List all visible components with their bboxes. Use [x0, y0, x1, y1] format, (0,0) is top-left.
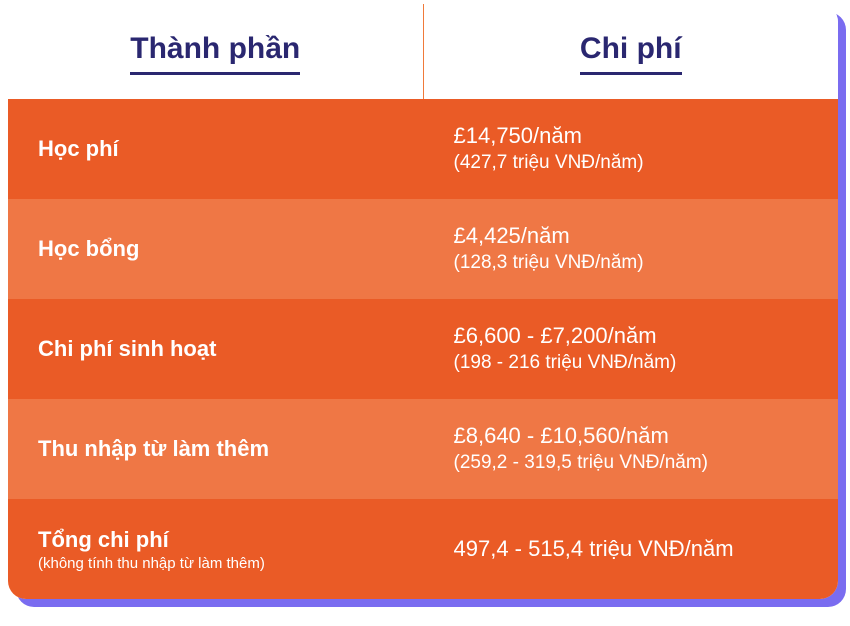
table-row: Học phí £14,750/năm(427,7 triệu VNĐ/năm) [8, 99, 838, 199]
cost-table-card: Thành phần Chi phí Học phí £14,750/năm(42… [8, 4, 838, 599]
table-row: Tổng chi phí (không tính thu nhập từ làm … [8, 499, 838, 599]
table-body: Học phí£14,750/năm(427,7 triệu VNĐ/năm)H… [8, 99, 838, 599]
row-cost-secondary: (259,2 - 319,5 triệu VNĐ/năm) [454, 450, 809, 476]
table-row: Chi phí sinh hoạt £6,600 - £7,200/năm(198… [8, 299, 838, 399]
row-sublabel: (không tính thu nhập từ làm thêm) [38, 555, 393, 572]
row-label-cell: Chi phí sinh hoạt [8, 299, 423, 399]
header-title-component: Thành phần [130, 32, 300, 75]
header-title-cost: Chi phí [580, 32, 682, 75]
row-cost-cell: £14,750/năm(427,7 triệu VNĐ/năm) [423, 99, 839, 199]
row-cost-primary: £14,750/năm [454, 122, 809, 150]
header-cell-component: Thành phần [8, 4, 423, 99]
row-cost-primary: 497,4 - 515,4 triệu VNĐ/năm [454, 535, 809, 563]
row-cost-secondary: (427,7 triệu VNĐ/năm) [454, 150, 809, 176]
row-cost-primary: £6,600 - £7,200/năm [454, 322, 809, 350]
row-label: Học bổng [38, 236, 393, 262]
row-cost-primary: £4,425/năm [454, 222, 809, 250]
row-cost-cell: £4,425/năm(128,3 triệu VNĐ/năm) [423, 199, 839, 299]
row-label: Tổng chi phí [38, 527, 393, 553]
row-cost-cell: £6,600 - £7,200/năm(198 - 216 triệu VNĐ/… [423, 299, 839, 399]
row-cost-cell: 497,4 - 515,4 triệu VNĐ/năm [423, 499, 839, 599]
table-header: Thành phần Chi phí [8, 4, 838, 99]
table-row: Học bổng £4,425/năm(128,3 triệu VNĐ/năm) [8, 199, 838, 299]
row-cost-secondary: (128,3 triệu VNĐ/năm) [454, 250, 809, 276]
header-cell-cost: Chi phí [423, 4, 839, 99]
row-cost-secondary: (198 - 216 triệu VNĐ/năm) [454, 350, 809, 376]
row-label: Chi phí sinh hoạt [38, 336, 393, 362]
row-label-cell: Tổng chi phí (không tính thu nhập từ làm … [8, 499, 423, 599]
row-label-cell: Học phí [8, 99, 423, 199]
row-label-cell: Học bổng [8, 199, 423, 299]
row-cost-primary: £8,640 - £10,560/năm [454, 422, 809, 450]
table-row: Thu nhập từ làm thêm £8,640 - £10,560/năm… [8, 399, 838, 499]
row-label: Thu nhập từ làm thêm [38, 436, 393, 462]
row-label-cell: Thu nhập từ làm thêm [8, 399, 423, 499]
row-label: Học phí [38, 136, 393, 162]
row-cost-cell: £8,640 - £10,560/năm(259,2 - 319,5 triệu… [423, 399, 839, 499]
